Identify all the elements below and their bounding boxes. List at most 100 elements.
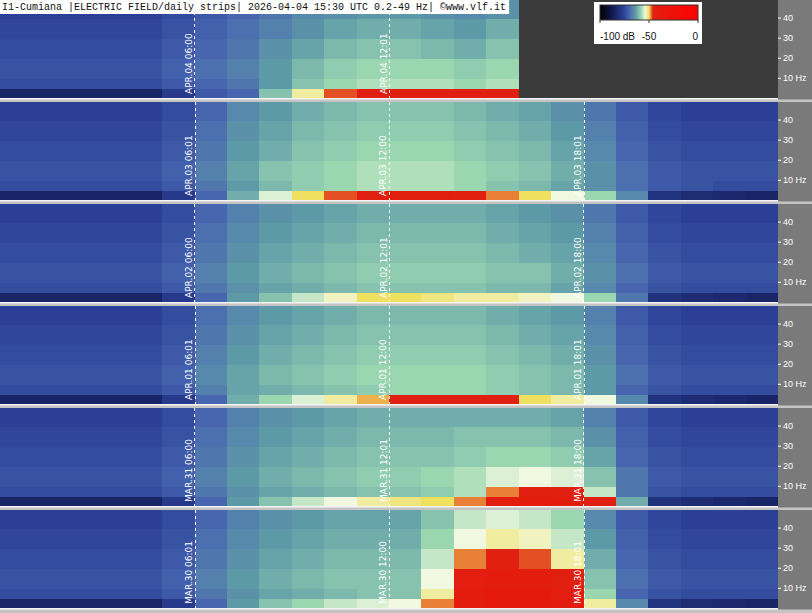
cell — [389, 306, 422, 325]
color-bar-ground — [594, 2, 702, 44]
cell — [584, 446, 617, 467]
cell — [130, 510, 163, 529]
color-bar-step — [680, 5, 681, 20]
cell — [130, 120, 163, 141]
y-tick — [778, 262, 781, 263]
strip — [0, 510, 778, 608]
cell — [389, 496, 422, 506]
cell — [162, 306, 195, 325]
cell — [486, 102, 519, 121]
y-tick — [778, 588, 781, 589]
cell — [227, 466, 260, 487]
cell — [130, 364, 163, 385]
cell — [97, 222, 130, 243]
cell — [162, 204, 195, 223]
cell — [616, 292, 649, 302]
cell — [746, 306, 778, 325]
cell — [97, 180, 130, 191]
cell — [616, 408, 649, 427]
color-bar-step — [635, 5, 636, 20]
cell — [292, 446, 325, 467]
cell — [616, 180, 649, 191]
color-bar-step — [675, 5, 676, 20]
y-tick-label: 30 — [783, 237, 793, 247]
time-marker-label: APR.03 18:01 — [573, 135, 583, 196]
cell — [32, 262, 65, 283]
cell — [130, 160, 163, 181]
cell — [324, 344, 357, 365]
cell — [519, 598, 552, 608]
y-tick — [778, 140, 781, 141]
cell — [259, 426, 292, 447]
cell — [65, 306, 98, 325]
color-bar-step — [642, 5, 643, 20]
cell — [292, 88, 325, 98]
cell — [130, 496, 163, 506]
cell — [0, 190, 33, 200]
cell — [389, 408, 422, 427]
no-data-ground — [0, 510, 778, 608]
color-bar-step — [628, 5, 629, 20]
cell — [519, 306, 552, 325]
cell — [357, 306, 390, 325]
color-bar-step — [670, 5, 671, 20]
cell — [454, 324, 487, 345]
cell — [97, 160, 130, 181]
color-bar-step — [640, 5, 641, 20]
cell — [681, 588, 714, 599]
color-bar-step — [645, 5, 646, 20]
color-bar-step — [677, 5, 678, 20]
cell — [195, 58, 228, 79]
time-marker-label: APR.04 12:01 — [379, 33, 389, 94]
cell — [389, 364, 422, 385]
cell — [97, 78, 130, 89]
cell — [65, 394, 98, 404]
cell — [584, 282, 617, 293]
cell — [421, 180, 454, 191]
cell — [746, 292, 778, 302]
cell — [259, 598, 292, 608]
cell — [195, 408, 228, 427]
axis-panel — [778, 204, 812, 304]
cell — [195, 204, 228, 223]
cell — [584, 496, 617, 506]
cell — [454, 18, 487, 39]
cell — [681, 344, 714, 365]
cell — [389, 324, 422, 345]
color-bar-tick — [649, 20, 650, 23]
y-tick-label: 20 — [783, 257, 793, 267]
color-bar-step — [601, 5, 602, 20]
color-bar-label: -100 dB — [600, 31, 635, 42]
cell — [681, 364, 714, 385]
color-bar-label: 0 — [692, 31, 698, 42]
cell — [519, 222, 552, 243]
cell — [292, 528, 325, 549]
time-marker-label: APR.01 06:01 — [184, 339, 194, 400]
color-bar-step — [618, 5, 619, 20]
cell — [584, 528, 617, 549]
cell — [65, 204, 98, 223]
cell — [421, 306, 454, 325]
cell — [0, 446, 33, 467]
color-bar-step — [603, 5, 604, 20]
cell — [421, 160, 454, 181]
cell — [551, 204, 584, 223]
cell — [259, 528, 292, 549]
cell — [551, 306, 584, 325]
color-bar-step — [622, 5, 623, 20]
cell — [584, 324, 617, 345]
cell — [681, 140, 714, 161]
cell — [454, 384, 487, 395]
cell — [97, 38, 130, 59]
cell — [65, 120, 98, 141]
cell — [713, 292, 746, 302]
color-bar-step — [650, 5, 651, 20]
cell — [486, 18, 519, 39]
cell — [259, 18, 292, 39]
cell — [65, 242, 98, 263]
cell — [421, 446, 454, 467]
cell — [0, 486, 33, 497]
y-tick-label: 20 — [783, 155, 793, 165]
color-bar-step — [614, 5, 615, 20]
cell — [65, 140, 98, 161]
